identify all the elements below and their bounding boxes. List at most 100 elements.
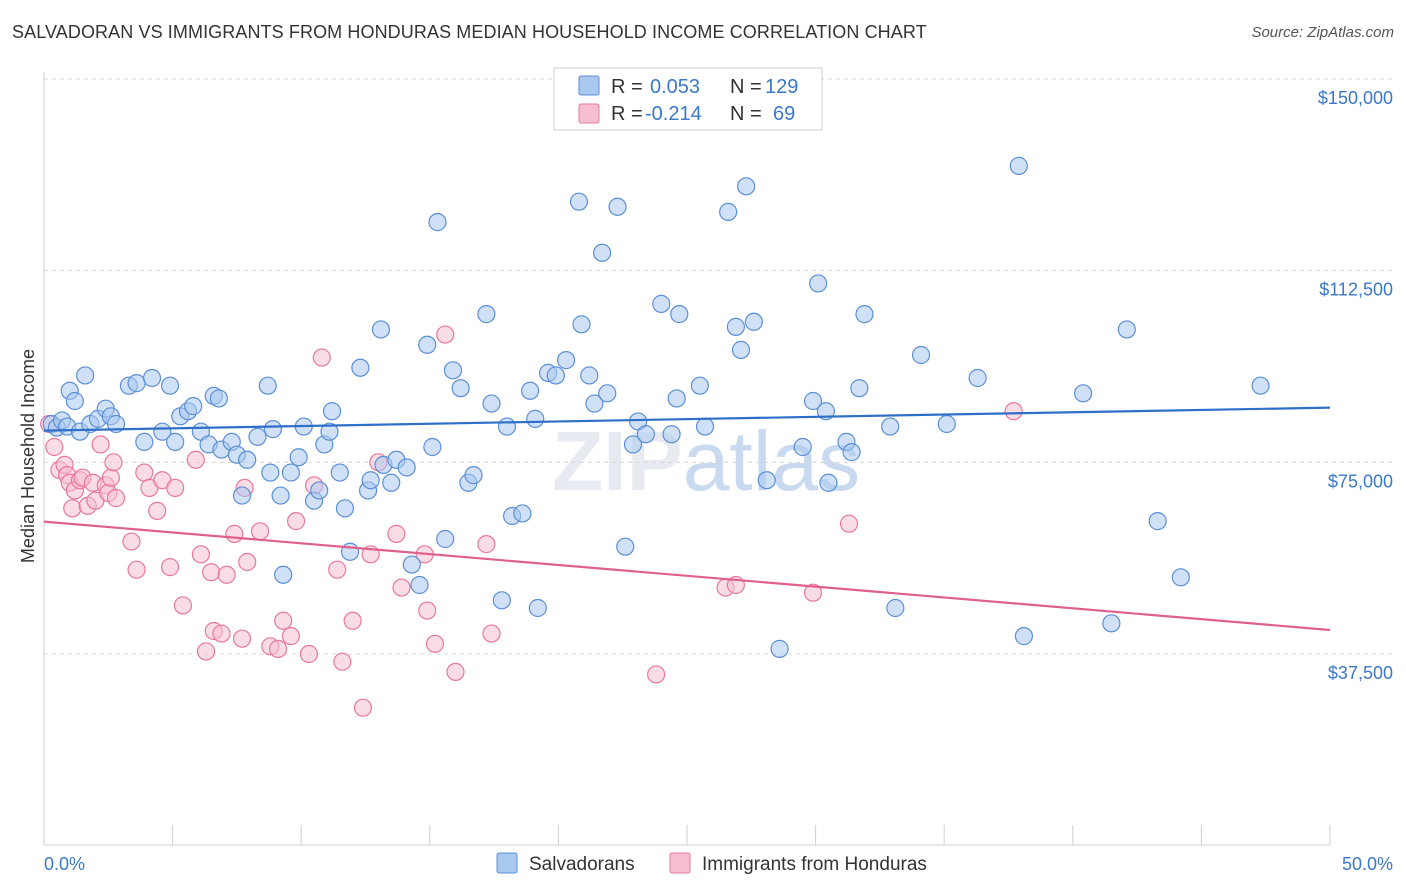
salvadorans-point-67 — [477, 305, 496, 324]
salvadorans-point-5 — [65, 391, 84, 411]
salvadorans-point-16 — [142, 368, 162, 388]
salvadorans-point-92 — [667, 389, 686, 408]
salvadorans-point-51 — [361, 471, 380, 490]
salvadorans-point-98 — [731, 340, 751, 359]
salvadorans-point-22 — [184, 397, 203, 416]
salvadorans-point-109 — [842, 443, 861, 462]
y-tick-labels: $37,500 $75,000 $112,500 $150,000 — [1318, 88, 1393, 683]
honduras-point-16 — [101, 468, 120, 487]
series-salvadorans-points — [42, 156, 1270, 658]
salvadorans-point-78 — [557, 351, 576, 370]
salvadorans-point-86 — [616, 537, 635, 556]
honduras-point-62 — [482, 624, 501, 643]
salvadorans-point-34 — [261, 463, 280, 482]
honduras-point-38 — [238, 552, 257, 572]
salvadorans-point-59 — [418, 335, 437, 354]
x-tick-label-max: 50.0% — [1342, 854, 1393, 874]
salvadorans-point-66 — [464, 466, 483, 485]
salvadorans-point-35 — [263, 420, 283, 439]
bottom-legend-swatch-honduras — [669, 852, 691, 874]
salvadorans-point-56 — [397, 458, 416, 477]
salvadorans-trendline — [43, 406, 1331, 432]
correlation-legend: R = 0.053 N = 129 R = -0.214 N = 69 — [553, 67, 823, 131]
salvadorans-point-64 — [451, 379, 470, 398]
series-honduras-points — [40, 325, 1023, 717]
honduras-point-43 — [281, 627, 301, 646]
bottom-legend-label-honduras: Immigrants from Honduras — [702, 854, 927, 875]
salvadorans-point-33 — [258, 376, 277, 395]
salvadorans-point-97 — [726, 317, 745, 336]
salvadorans-point-124 — [1251, 376, 1270, 395]
honduras-point-17 — [104, 453, 123, 472]
honduras-point-55 — [392, 578, 411, 597]
legend-r-value-2: -0.214 — [645, 103, 702, 125]
honduras-point-50 — [343, 611, 362, 630]
salvadorans-point-120 — [1102, 614, 1121, 633]
salvadorans-point-58 — [410, 575, 429, 595]
salvadorans-point-82 — [585, 394, 604, 413]
salvadorans-point-18 — [160, 376, 180, 395]
salvadorans-point-74 — [526, 409, 545, 428]
salvadorans-point-99 — [737, 177, 756, 196]
salvadorans-point-63 — [443, 361, 463, 380]
salvadorans-point-7 — [76, 366, 95, 385]
honduras-point-61 — [477, 535, 496, 554]
salvadorans-point-95 — [695, 417, 715, 436]
watermark-part-zip: ZIP — [552, 414, 683, 508]
salvadorans-point-80 — [572, 315, 591, 334]
salvadorans-point-75 — [528, 598, 547, 618]
salvadorans-point-45 — [322, 402, 342, 421]
salvadorans-point-123 — [1171, 568, 1190, 587]
salvadorans-point-105 — [809, 274, 828, 293]
salvadorans-point-68 — [482, 394, 501, 413]
salvadorans-point-42 — [310, 481, 329, 500]
y-axis-label: Median Household Income — [18, 349, 38, 563]
salvadorans-point-117 — [1014, 627, 1034, 646]
salvadorans-point-87 — [623, 435, 643, 454]
salvadorans-point-110 — [850, 379, 869, 398]
honduras-point-48 — [333, 652, 352, 671]
honduras-point-35 — [225, 524, 244, 543]
bottom-legend-swatch-salvadorans — [496, 852, 518, 874]
honduras-point-47 — [312, 348, 331, 367]
salvadorans-point-113 — [886, 598, 905, 618]
salvadorans-point-36 — [271, 486, 290, 505]
salvadorans-point-102 — [770, 639, 789, 658]
salvadorans-point-84 — [598, 384, 617, 403]
honduras-point-45 — [299, 644, 319, 664]
honduras-point-41 — [268, 639, 288, 658]
salvadorans-point-106 — [816, 402, 835, 421]
salvadorans-point-93 — [670, 305, 689, 324]
bottom-legend-label-salvadorans: Salvadorans — [529, 854, 635, 875]
honduras-point-67 — [839, 514, 859, 533]
honduras-point-25 — [160, 558, 180, 577]
honduras-point-54 — [387, 524, 406, 543]
legend-n-value-1: 129 — [765, 76, 798, 98]
salvadorans-point-47 — [335, 499, 355, 518]
honduras-point-1 — [45, 437, 64, 457]
salvadorans-point-26 — [209, 389, 228, 408]
honduras-point-31 — [202, 563, 221, 582]
salvadorans-point-89 — [636, 425, 655, 444]
honduras-point-42 — [274, 611, 293, 630]
salvadorans-point-107 — [819, 473, 838, 492]
trendlines — [43, 406, 1331, 632]
salvadorans-point-83 — [593, 243, 612, 262]
salvadorans-point-116 — [968, 368, 987, 388]
honduras-point-29 — [191, 545, 210, 564]
salvadorans-point-19 — [166, 432, 185, 451]
honduras-point-13 — [91, 435, 110, 454]
series-legend: Salvadorans Immigrants from Honduras — [496, 852, 927, 875]
salvadorans-point-38 — [281, 463, 301, 482]
salvadorans-point-57 — [402, 555, 421, 574]
salvadorans-point-112 — [881, 417, 900, 436]
source-label: Source: ZipAtlas.com — [1251, 24, 1394, 41]
salvadorans-point-73 — [521, 381, 540, 400]
honduras-point-26 — [166, 478, 185, 497]
salvadorans-point-31 — [238, 450, 257, 469]
legend-r-value-1: 0.053 — [650, 76, 700, 98]
y-tick-label-0: $37,500 — [1328, 663, 1393, 683]
salvadorans-point-115 — [937, 414, 956, 434]
legend-r-label-1: R = — [611, 76, 643, 98]
